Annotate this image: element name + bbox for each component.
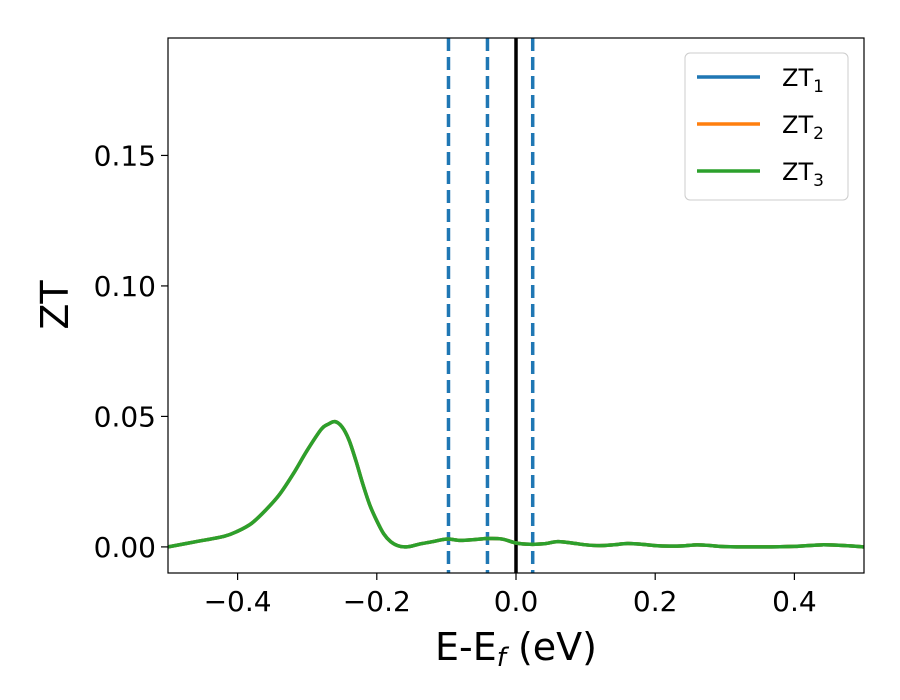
x-tick-label: 0.2: [633, 585, 678, 618]
x-axis-title-unit: (eV): [506, 625, 597, 669]
legend-label-zt1: ZT1: [782, 64, 824, 97]
x-tick-label: −0.4: [204, 585, 272, 618]
legend-label-zt2: ZT2: [782, 111, 824, 144]
y-tick-label: 0.00: [94, 531, 156, 564]
legend-box: [684, 52, 849, 201]
x-tick-label: 0.4: [772, 585, 817, 618]
x-axis: −0.4 −0.2 0.0 0.2 0.4: [204, 573, 817, 618]
x-axis-title: E-Ef (eV): [435, 625, 597, 673]
series-layer: [168, 419, 864, 549]
reference-lines: [446, 38, 535, 573]
y-axis: 0.00 0.05 0.10 0.15: [94, 139, 168, 564]
series-line-zt3: [168, 419, 864, 549]
y-axis-title: ZT: [33, 280, 77, 330]
legend-label-zt3: ZT3: [782, 158, 824, 191]
x-tick-label: −0.2: [343, 585, 411, 618]
y-tick-label: 0.05: [94, 400, 156, 433]
x-axis-title-main: E-E: [435, 625, 497, 669]
y-tick-label: 0.10: [94, 270, 156, 303]
x-tick-label: 0.0: [494, 585, 539, 618]
legend: ZT1 ZT2 ZT3: [684, 52, 849, 201]
y-tick-label: 0.15: [94, 139, 156, 172]
